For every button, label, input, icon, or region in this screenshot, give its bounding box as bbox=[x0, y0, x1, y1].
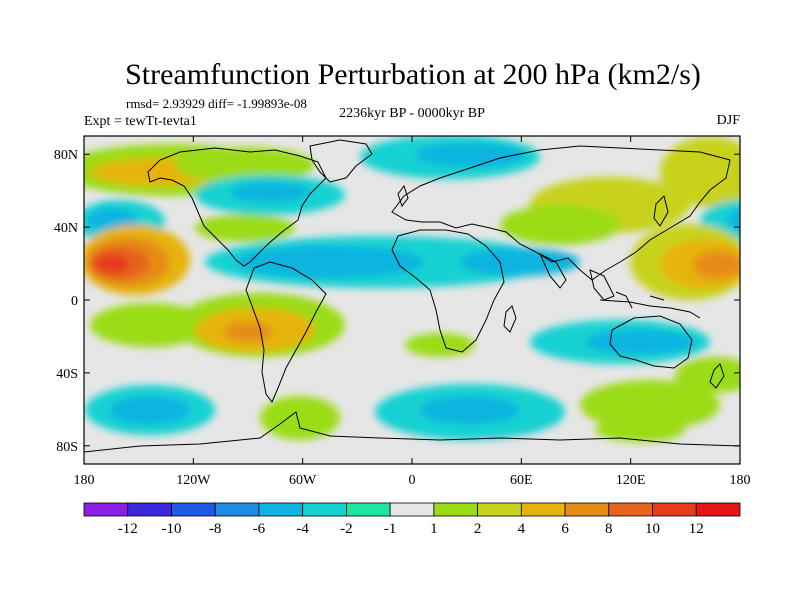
colorbar-level-label: 6 bbox=[561, 521, 569, 537]
new-zealand-outline bbox=[709, 363, 725, 389]
colorbar-level-label: 12 bbox=[689, 521, 704, 537]
british-isles-outline bbox=[397, 184, 409, 208]
contour-region bbox=[175, 147, 315, 183]
contour-region bbox=[223, 322, 273, 342]
australia-outline bbox=[609, 315, 693, 369]
contour-region bbox=[90, 303, 210, 347]
south-asia-outline bbox=[538, 252, 615, 301]
x-tick-label: 60E bbox=[510, 473, 533, 488]
colorbar-level-label: 10 bbox=[645, 521, 660, 537]
contour-region bbox=[585, 330, 695, 354]
y-tick-label: 80S bbox=[56, 440, 78, 455]
colorbar-swatch bbox=[608, 502, 653, 517]
colorbar-level-label: -6 bbox=[253, 521, 266, 537]
y-tick-label: 40N bbox=[54, 221, 78, 236]
x-tick-label: 60W bbox=[289, 473, 317, 488]
maritime-continent-outline bbox=[599, 291, 701, 319]
colorbar-swatch bbox=[214, 502, 260, 517]
africa-outline bbox=[391, 229, 505, 353]
contour-region bbox=[235, 246, 425, 278]
colorbar-swatch bbox=[171, 502, 216, 517]
colorbar-swatch bbox=[258, 502, 304, 517]
coastline-outlines bbox=[84, 139, 740, 453]
map-panel bbox=[84, 136, 740, 464]
contour-region bbox=[230, 182, 310, 202]
eurasia-outline bbox=[391, 145, 731, 281]
x-tick-label: 0 bbox=[409, 473, 416, 488]
contour-region bbox=[195, 214, 295, 242]
x-tick-label: 180 bbox=[74, 473, 95, 488]
contour-region bbox=[693, 251, 740, 279]
colorbar-level-label: -8 bbox=[209, 521, 222, 537]
colorbar-swatch bbox=[652, 502, 697, 517]
colorbar-swatch bbox=[477, 502, 522, 517]
contour-region bbox=[94, 254, 130, 274]
greenland-outline bbox=[309, 139, 373, 183]
colorbar-swatch bbox=[83, 502, 129, 517]
colorbar-level-label: -1 bbox=[384, 521, 397, 537]
contour-region bbox=[727, 209, 740, 231]
japan-outline bbox=[653, 195, 669, 227]
longitude-axis: 180 120W 60W 0 60E 120E 180 bbox=[74, 136, 751, 488]
period-label: 2236kyr BP - 0000kyr BP bbox=[339, 106, 485, 121]
contour-region bbox=[580, 380, 720, 430]
experiment-label: Expt = tewTt-tevta1 bbox=[84, 114, 197, 129]
colorbar-level-label: -4 bbox=[296, 521, 309, 537]
y-tick-label: 40S bbox=[56, 367, 78, 382]
colorbar-level-label: 1 bbox=[430, 521, 438, 537]
x-tick-label: 120E bbox=[616, 473, 646, 488]
contour-region bbox=[405, 333, 475, 357]
stats-label: rmsd= 2.93929 diff= -1.99893e-08 bbox=[126, 96, 307, 111]
north-america-outline bbox=[147, 147, 327, 267]
colorbar-swatch bbox=[127, 502, 172, 517]
contour-region bbox=[415, 143, 525, 167]
season-label: DJF bbox=[717, 113, 741, 128]
colorbar-swatch bbox=[433, 502, 479, 517]
figure-title: Streamfunction Perturbation at 200 hPa (… bbox=[125, 58, 701, 91]
contour-region bbox=[110, 396, 190, 424]
contour-region bbox=[460, 248, 580, 276]
colorbar: -12 -10 -8 -6 -4 -2 -1 1 2 4 6 8 10 12 bbox=[83, 502, 741, 537]
contour-fields bbox=[84, 136, 740, 442]
colorbar-level-label: -2 bbox=[340, 521, 353, 537]
madagascar-outline bbox=[503, 305, 517, 333]
colorbar-swatch bbox=[520, 502, 566, 517]
y-tick-label: 0 bbox=[71, 294, 78, 309]
colorbar-swatch bbox=[345, 502, 391, 517]
contour-region bbox=[660, 137, 740, 207]
antarctica-outline bbox=[84, 411, 740, 453]
contour-region bbox=[500, 205, 620, 245]
colorbar-level-label: -10 bbox=[161, 521, 181, 537]
colorbar-swatch bbox=[389, 502, 435, 517]
contour-region bbox=[675, 357, 740, 393]
south-america-outline bbox=[245, 261, 327, 403]
colorbar-swatch bbox=[302, 502, 347, 517]
contour-region bbox=[420, 396, 520, 424]
x-tick-label: 180 bbox=[730, 473, 751, 488]
colorbar-swatch bbox=[695, 502, 741, 517]
contour-region bbox=[595, 418, 685, 442]
contour-region bbox=[260, 396, 340, 440]
colorbar-level-label: 2 bbox=[474, 521, 482, 537]
colorbar-level-label: 8 bbox=[605, 521, 613, 537]
colorbar-level-label: -12 bbox=[118, 521, 138, 537]
colorbar-level-label: 4 bbox=[518, 521, 526, 537]
x-tick-label: 120W bbox=[176, 473, 211, 488]
latitude-axis: 80N 40N 0 40S 80S bbox=[54, 148, 740, 455]
y-tick-label: 80N bbox=[54, 148, 78, 163]
colorbar-swatch bbox=[564, 502, 610, 517]
